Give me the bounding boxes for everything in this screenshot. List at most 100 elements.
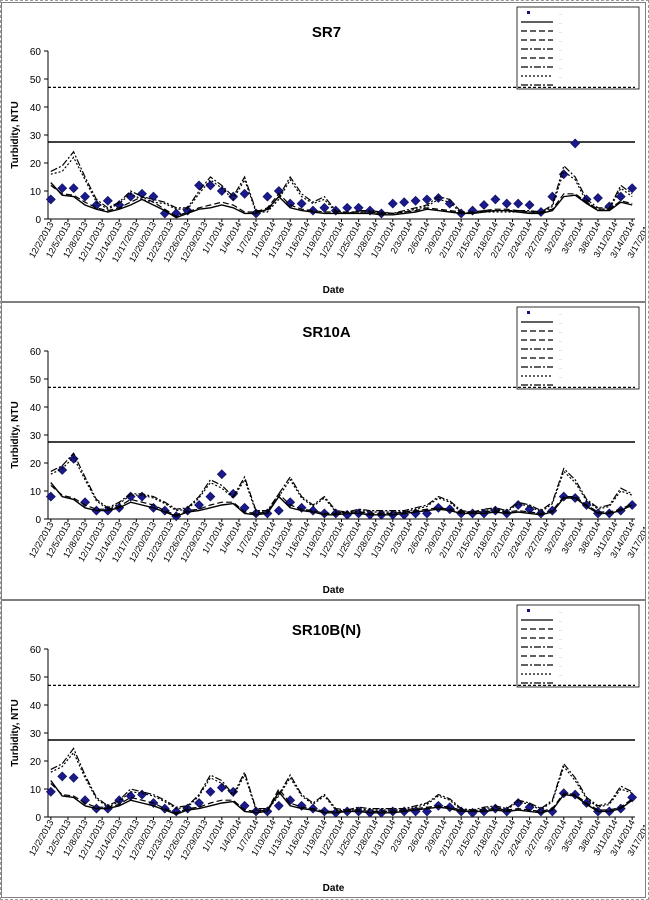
chart-panel-sr10bn: SR10B(N)........................... 0 10 20… <box>1 600 646 898</box>
chart-svg-sr10a: SR10A........................... 0 10 20 30 4… <box>10 306 645 596</box>
data-point-41 <box>513 198 524 209</box>
data-point-24 <box>319 806 330 817</box>
legend-entry-8: ... <box>559 383 562 388</box>
y-axis-label: Turbidity, NTU <box>10 101 21 168</box>
data-point-20 <box>273 800 284 811</box>
data-point-20 <box>273 505 284 516</box>
y-axis-label: Turbidity, NTU <box>10 401 21 468</box>
y-tick-label-0: 0 <box>35 215 41 226</box>
series-line-2 <box>50 484 633 516</box>
legend-box <box>516 6 640 90</box>
legend-entry-1: ... <box>559 20 562 25</box>
legend-box <box>516 306 640 390</box>
data-point-1 <box>57 183 68 194</box>
data-point-2 <box>68 183 79 194</box>
series-line-3 <box>50 150 633 215</box>
y-tick-label-3: 30 <box>30 431 42 442</box>
series-line-4 <box>50 156 633 215</box>
x-axis-label: Date <box>323 285 345 296</box>
y-tick-label-2: 20 <box>30 459 42 470</box>
y-tick-label-4: 40 <box>30 103 42 114</box>
data-point-0 <box>45 194 56 205</box>
data-point-3 <box>80 497 90 508</box>
data-point-43 <box>536 806 546 817</box>
chart-legend: ........................... <box>516 306 640 390</box>
data-point-14 <box>205 491 216 502</box>
data-point-50 <box>615 191 626 202</box>
y-tick-label-0: 0 <box>35 813 41 824</box>
data-point-46 <box>570 138 581 149</box>
y-tick-label-6: 60 <box>30 645 42 656</box>
y-tick-label-5: 50 <box>30 673 42 684</box>
data-point-18 <box>251 806 261 817</box>
data-point-24 <box>319 202 330 213</box>
series-line-3 <box>50 747 633 811</box>
legend-entry-6: ... <box>559 663 562 668</box>
data-point-31 <box>399 197 410 208</box>
data-point-26 <box>342 202 353 213</box>
chart-legend: ........................... <box>516 604 640 688</box>
legend-entry-1: ... <box>559 320 562 325</box>
data-point-51 <box>627 792 638 803</box>
data-point-33 <box>422 194 432 205</box>
legend-entry-7: ... <box>559 74 562 79</box>
y-tick-label-3: 30 <box>30 729 42 740</box>
data-point-42 <box>524 200 535 210</box>
chart-svg-sr10bn: SR10B(N)........................... 0 10 20… <box>10 604 645 894</box>
data-point-9 <box>148 191 159 202</box>
data-point-3 <box>80 191 90 202</box>
y-tick-label-4: 40 <box>30 403 42 414</box>
data-point-44 <box>547 806 558 817</box>
legend-entry-2: ... <box>559 329 562 334</box>
legend-entry-5: ... <box>559 654 562 659</box>
data-point-13 <box>194 500 204 510</box>
series-line-4 <box>50 456 633 515</box>
legend-entry-4: ... <box>559 47 562 52</box>
legend-entry-3: ... <box>559 636 562 641</box>
data-point-15 <box>216 782 227 793</box>
chart-title: SR7 <box>312 24 341 41</box>
legend-entry-8: ... <box>559 681 562 686</box>
data-point-14 <box>205 180 216 191</box>
data-point-13 <box>194 180 204 191</box>
chart-legend: ........................... <box>516 6 640 90</box>
y-tick-label-5: 50 <box>30 375 42 386</box>
data-point-0 <box>45 786 56 797</box>
data-point-39 <box>490 194 501 205</box>
series-line-1 <box>50 482 633 517</box>
legend-swatch-0 <box>527 311 530 314</box>
series-line-2 <box>50 184 633 217</box>
chart-panel-sr10a: SR10A........................... 0 10 20 30 4… <box>1 302 646 600</box>
legend-entry-6: ... <box>559 65 562 70</box>
series-line-4 <box>50 751 633 813</box>
data-point-30 <box>387 198 398 209</box>
data-point-35 <box>444 198 455 209</box>
series-line-1 <box>50 780 633 815</box>
legend-entry-0: ... <box>559 609 562 614</box>
data-point-19 <box>262 191 273 202</box>
y-tick-label-1: 10 <box>30 487 42 498</box>
legend-entry-5: ... <box>559 356 562 361</box>
data-point-38 <box>479 200 489 210</box>
y-tick-label-1: 10 <box>30 187 42 198</box>
legend-swatch-0 <box>527 11 530 14</box>
data-point-34 <box>433 193 444 203</box>
series-line-2 <box>50 782 633 814</box>
data-point-48 <box>593 193 603 203</box>
data-point-1 <box>57 771 68 782</box>
data-point-0 <box>45 491 56 502</box>
legend-entry-7: ... <box>559 672 562 677</box>
data-point-14 <box>205 786 216 797</box>
y-tick-label-1: 10 <box>30 785 42 796</box>
y-tick-label-6: 60 <box>30 47 42 58</box>
y-tick-label-2: 20 <box>30 757 42 768</box>
legend-entry-2: ... <box>559 627 562 632</box>
y-tick-label-6: 60 <box>30 347 42 358</box>
legend-entry-0: ... <box>559 11 562 16</box>
data-point-22 <box>296 198 307 209</box>
legend-entry-8: ... <box>559 83 562 88</box>
x-axis-label: Date <box>323 585 345 596</box>
data-point-15 <box>216 469 227 480</box>
legend-box <box>516 604 640 688</box>
chart-title: SR10A <box>302 324 351 341</box>
